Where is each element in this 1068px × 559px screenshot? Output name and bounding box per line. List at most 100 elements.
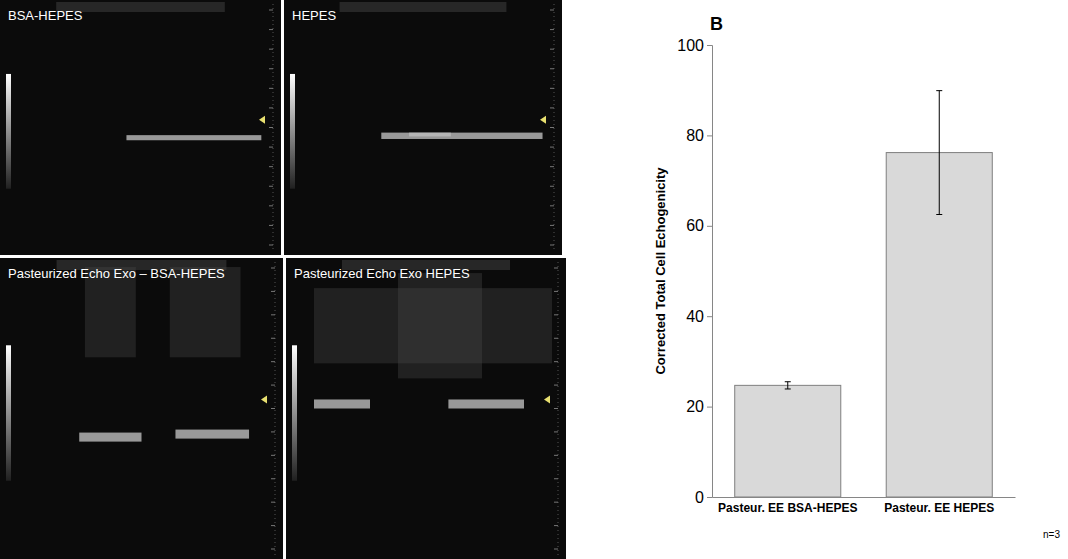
- depth-ruler-tick: [271, 408, 275, 409]
- image-panel: Pasteurized Echo Exo HEPES: [286, 258, 566, 559]
- depth-ruler-tick: [550, 147, 554, 148]
- depth-ruler-tick: [554, 502, 558, 503]
- depth-ruler-tick: [550, 225, 554, 226]
- depth-ruler-tick: [271, 455, 275, 456]
- error-bar-cap: [936, 90, 942, 91]
- depth-ruler-tick: [269, 186, 273, 187]
- error-bar: [936, 91, 942, 215]
- image-echo: [398, 273, 482, 378]
- depth-ruler-tick: [550, 68, 554, 69]
- depth-ruler-tick: [269, 88, 273, 89]
- depth-ruler-tick: [271, 525, 275, 526]
- depth-ruler-tick: [550, 88, 554, 89]
- depth-ruler-tick: [269, 29, 273, 30]
- y-axis-title: Corrected Total Cell Echogenicity: [653, 167, 668, 375]
- y-tick-label: 20: [686, 398, 704, 415]
- depth-ruler-tick: [269, 107, 273, 108]
- image-panel: HEPES: [284, 0, 562, 255]
- depth-ruler-tick: [554, 549, 558, 550]
- depth-ruler-tick: [550, 127, 554, 128]
- y-tick: 0: [695, 489, 712, 506]
- depth-ruler-tick: [271, 291, 275, 292]
- image-echo: [79, 433, 141, 442]
- depth-ruler-tick: [550, 107, 554, 108]
- y-axis-line: [707, 46, 713, 498]
- x-tick: Pasteur. EE HEPES: [884, 497, 994, 515]
- depth-ruler-tick: [550, 166, 554, 167]
- grayscale-bar: [6, 74, 11, 189]
- depth-ruler-tick: [269, 68, 273, 69]
- grayscale-bar: [290, 74, 295, 189]
- image-echo: [409, 133, 451, 137]
- y-tick-mark: [707, 316, 712, 317]
- y-tick: 60: [686, 217, 712, 234]
- depth-ruler-tick: [271, 549, 275, 550]
- depth-ruler-tick: [271, 502, 275, 503]
- depth-ruler-tick: [550, 245, 554, 246]
- depth-ruler-tick: [554, 314, 558, 315]
- y-tick: 20: [686, 398, 712, 415]
- image-background: [0, 258, 283, 559]
- depth-ruler-tick: [269, 147, 273, 148]
- depth-ruler-tick: [271, 268, 275, 269]
- image-label: BSA-HEPES: [8, 8, 83, 23]
- error-bar-cap: [785, 388, 791, 389]
- depth-ruler-tick: [269, 205, 273, 206]
- image-background: [286, 258, 566, 559]
- image-echo: [175, 430, 249, 439]
- depth-ruler-tick: [550, 29, 554, 30]
- depth-ruler-tick: [269, 10, 273, 11]
- depth-ruler-tick: [554, 291, 558, 292]
- depth-ruler-tick: [554, 385, 558, 386]
- depth-ruler-tick: [554, 361, 558, 362]
- x-axis: Pasteur. EE BSA-HEPES Pasteur. EE HEPES: [713, 497, 1016, 515]
- grayscale-bar: [6, 345, 11, 480]
- error-bar-stem: [939, 91, 940, 215]
- depth-ruler-tick: [550, 205, 554, 206]
- focus-marker: [261, 395, 267, 403]
- y-tick: 40: [686, 308, 712, 325]
- depth-ruler-tick: [554, 338, 558, 339]
- image-echo: [340, 2, 507, 12]
- focus-marker: [544, 395, 550, 403]
- image-echo: [448, 399, 524, 408]
- grayscale-bar: [292, 345, 297, 480]
- depth-ruler-tick: [271, 431, 275, 432]
- sample-size-note: n=3: [1043, 529, 1060, 540]
- depth-ruler-tick: [269, 166, 273, 167]
- focus-marker: [259, 116, 265, 124]
- y-tick-mark: [707, 226, 712, 227]
- depth-ruler-tick: [554, 268, 558, 269]
- x-tick: Pasteur. EE BSA-HEPES: [718, 497, 857, 515]
- bar: [735, 385, 841, 497]
- depth-ruler-tick: [550, 10, 554, 11]
- error-bar: [785, 382, 791, 389]
- error-bar-cap: [785, 381, 791, 382]
- panel-letter: B: [710, 14, 723, 34]
- focus-marker: [540, 116, 546, 124]
- image-background: [0, 0, 281, 255]
- image-background: [284, 0, 562, 255]
- error-bar-stem: [787, 382, 788, 389]
- depth-ruler-tick: [550, 49, 554, 50]
- error-bar-cap: [936, 214, 942, 215]
- image-label: Pasteurized Echo Exo HEPES: [294, 266, 470, 281]
- y-tick-label: 80: [686, 127, 704, 144]
- depth-ruler-tick: [554, 525, 558, 526]
- image-label: Pasteurized Echo Exo – BSA-HEPES: [8, 266, 225, 281]
- image-echo: [314, 399, 370, 408]
- image-echo: [126, 135, 261, 140]
- image-panel: Pasteurized Echo Exo – BSA-HEPES: [0, 258, 283, 559]
- x-axis-line: [713, 497, 1016, 498]
- y-tick-mark: [707, 45, 712, 46]
- depth-ruler-tick: [554, 431, 558, 432]
- y-tick: 80: [686, 127, 712, 144]
- image-label: HEPES: [292, 8, 336, 23]
- x-tick-label: Pasteur. EE HEPES: [884, 501, 994, 515]
- depth-ruler-tick: [550, 186, 554, 187]
- y-tick-label: 100: [677, 37, 704, 54]
- depth-ruler-tick: [554, 478, 558, 479]
- x-tick-label: Pasteur. EE BSA-HEPES: [718, 501, 857, 515]
- image-panel: BSA-HEPES: [0, 0, 281, 255]
- depth-ruler-tick: [271, 338, 275, 339]
